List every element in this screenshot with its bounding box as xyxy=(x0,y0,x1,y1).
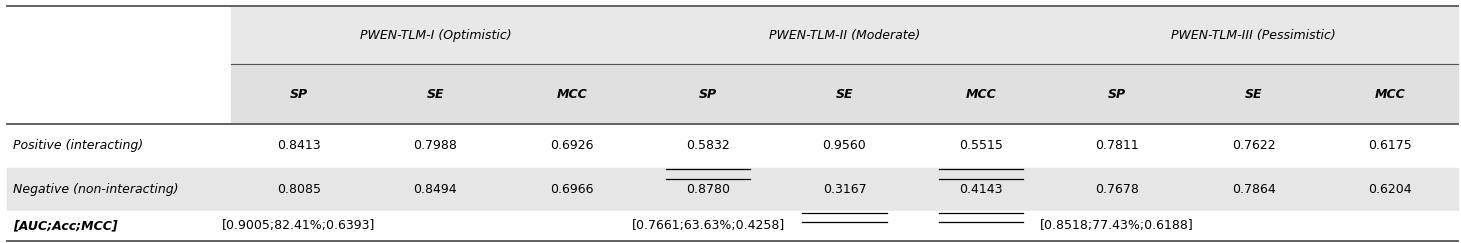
Text: 0.7864: 0.7864 xyxy=(1232,183,1275,196)
Text: [0.7661;63.63%;0.4258]: [0.7661;63.63%;0.4258] xyxy=(631,219,785,233)
Text: 0.5515: 0.5515 xyxy=(958,139,1002,152)
Text: 0.3167: 0.3167 xyxy=(823,183,866,196)
Text: 0.7988: 0.7988 xyxy=(413,139,457,152)
Text: 0.5832: 0.5832 xyxy=(687,139,730,152)
Text: SP: SP xyxy=(289,88,308,101)
Text: 0.8494: 0.8494 xyxy=(413,183,457,196)
Bar xyxy=(231,64,1458,124)
Text: 0.6204: 0.6204 xyxy=(1367,183,1411,196)
Text: [0.9005;82.41%;0.6393]: [0.9005;82.41%;0.6393] xyxy=(222,219,375,233)
Bar xyxy=(7,168,1458,211)
Text: MCC: MCC xyxy=(1375,88,1405,101)
Text: 0.6175: 0.6175 xyxy=(1367,139,1411,152)
Text: [0.8518;77.43%;0.6188]: [0.8518;77.43%;0.6188] xyxy=(1040,219,1194,233)
Text: MCC: MCC xyxy=(557,88,587,101)
Text: [AUC;Acc;MCC]: [AUC;Acc;MCC] xyxy=(13,219,118,233)
Text: SE: SE xyxy=(836,88,853,101)
Text: 0.8780: 0.8780 xyxy=(687,183,730,196)
Text: SE: SE xyxy=(1245,88,1262,101)
Text: SP: SP xyxy=(1107,88,1126,101)
Text: 0.6926: 0.6926 xyxy=(549,139,593,152)
Bar xyxy=(231,6,1458,64)
Text: 0.8085: 0.8085 xyxy=(278,183,321,196)
Text: 0.7622: 0.7622 xyxy=(1232,139,1275,152)
Text: PWEN-TLM-II (Moderate): PWEN-TLM-II (Moderate) xyxy=(768,29,920,42)
Text: SE: SE xyxy=(427,88,444,101)
Text: 0.9560: 0.9560 xyxy=(823,139,866,152)
Text: 0.6966: 0.6966 xyxy=(549,183,593,196)
Bar xyxy=(7,211,1458,241)
Text: Positive (interacting): Positive (interacting) xyxy=(13,139,143,152)
Text: MCC: MCC xyxy=(966,88,996,101)
Text: SP: SP xyxy=(698,88,717,101)
Text: PWEN-TLM-I (Optimistic): PWEN-TLM-I (Optimistic) xyxy=(359,29,511,42)
Bar xyxy=(7,124,1458,168)
Text: PWEN-TLM-III (Pessimistic): PWEN-TLM-III (Pessimistic) xyxy=(1172,29,1335,42)
Text: 0.4143: 0.4143 xyxy=(958,183,1002,196)
Text: Negative (non-interacting): Negative (non-interacting) xyxy=(13,183,178,196)
Text: 0.8413: 0.8413 xyxy=(278,139,321,152)
Text: 0.7811: 0.7811 xyxy=(1096,139,1140,152)
Text: 0.7678: 0.7678 xyxy=(1096,183,1140,196)
